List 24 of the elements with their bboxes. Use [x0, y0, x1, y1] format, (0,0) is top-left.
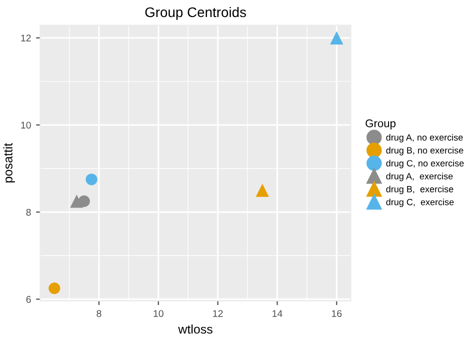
point: [86, 174, 98, 186]
point: [256, 184, 269, 197]
point: [70, 194, 84, 208]
legend-label: drug B, exercise: [386, 186, 454, 194]
x-tick-label: 10: [154, 310, 164, 317]
y-tick-label: 8: [26, 208, 31, 216]
x-tick-label: 16: [332, 310, 342, 317]
y-tick-label: 12: [21, 34, 31, 42]
legend-label: drug C, exercise: [386, 198, 454, 208]
legend-label: drug B, no exercise: [386, 146, 464, 156]
legend-label: drug A, exercise: [386, 172, 453, 182]
y-axis-title: posattit: [3, 143, 15, 182]
x-tick-label: 8: [96, 310, 102, 317]
legend-title: Group: [366, 119, 396, 130]
legend-label: drug A, no exercise: [386, 134, 463, 142]
legend-label: drug C, no exercise: [386, 160, 464, 168]
x-tick-label: 14: [272, 310, 282, 317]
point: [48, 282, 60, 294]
y-tick-label: 6: [26, 296, 31, 303]
x-axis-title: wtloss: [178, 324, 212, 334]
chart-title: Group Centroids: [145, 6, 246, 20]
x-tick-label: 12: [213, 310, 223, 317]
point: [330, 31, 344, 44]
y-tick-label: 10: [21, 122, 31, 129]
